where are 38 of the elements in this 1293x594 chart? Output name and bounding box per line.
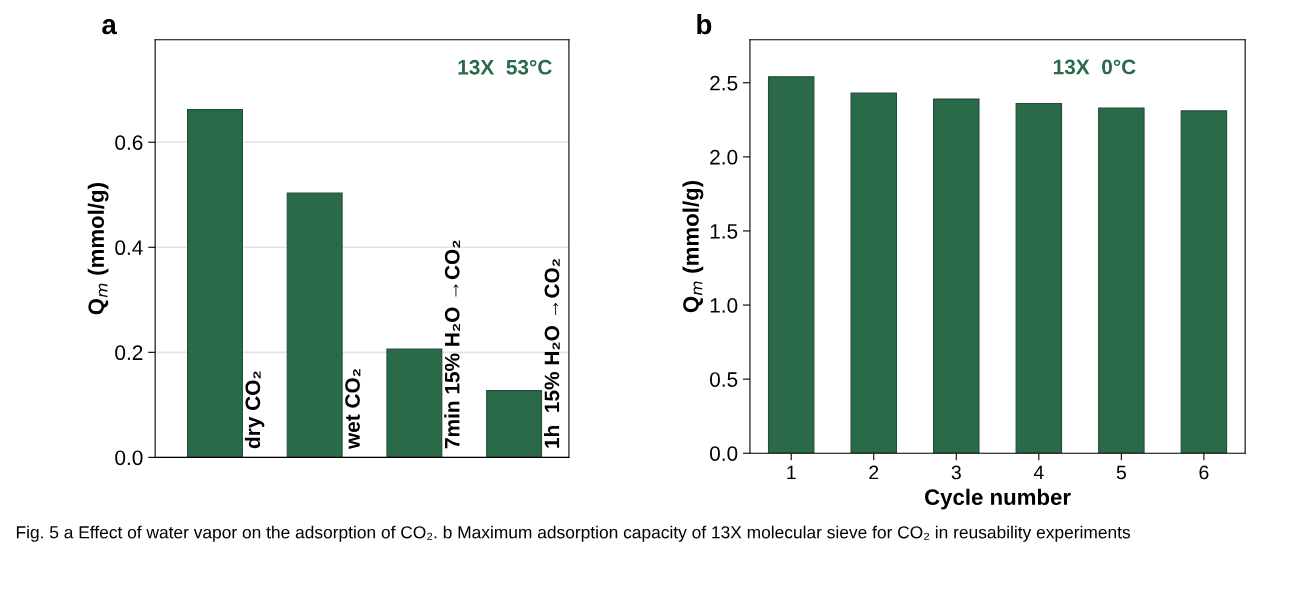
y-tick-label: 0.4: [115, 240, 143, 256]
bar: [850, 92, 897, 454]
annotation: 13X 0°C: [1053, 59, 1136, 75]
y-tick-label: 0.0: [115, 450, 143, 466]
y-tick-label: 2.0: [710, 149, 738, 165]
x-tick-label: dry CO₂: [244, 371, 265, 449]
x-tick-label: 1h 15% H₂O →CO₂: [543, 259, 560, 448]
bar: [286, 192, 343, 458]
bar: [1180, 110, 1228, 454]
y-tick-label: 2.5: [710, 75, 738, 91]
x-axis-title: Cycle number: [924, 488, 1071, 510]
y-tick-label: 1.0: [710, 298, 738, 313]
x-tick-label: 6: [1199, 465, 1209, 480]
bar: [1098, 107, 1145, 454]
chart-title: b: [697, 13, 712, 35]
x-tick-label: 3: [951, 465, 961, 480]
bar: [386, 348, 443, 458]
bar: [187, 109, 243, 458]
y-tick-label: 0.6: [115, 135, 143, 150]
x-tick-label: 7min 15% H₂O →CO₂: [444, 240, 461, 449]
x-tick-label: 2: [869, 465, 879, 480]
bar: [1015, 102, 1063, 454]
bar: [767, 76, 815, 454]
y-tick-label: 0.2: [115, 345, 143, 361]
annotation: 13X 53°C: [458, 59, 552, 75]
x-tick-label: 1: [787, 465, 796, 480]
y-tick-label: 0.5: [709, 372, 738, 387]
x-tick-label: 4: [1033, 465, 1044, 480]
chart-title: a: [102, 19, 117, 35]
y-axis-title: Q$_{m}$ (mmol/g): [682, 181, 704, 313]
caption: Fig. 5 a Effect of water vapor on the adsorption of CO₂. b Maximum adsorption capacity of 13X molecular sieve for CO₂ in reusability experiments: [16, 525, 1131, 542]
x-tick-label: wet CO₂: [345, 369, 361, 450]
bar: [933, 98, 980, 454]
y-axis-title: Q$_{m}$ (mmol/g): [87, 183, 109, 315]
y-tick-label: 1.5: [710, 224, 738, 239]
x-tick-label: 5: [1116, 465, 1126, 480]
bar: [486, 390, 543, 458]
y-tick-label: 0.0: [709, 446, 738, 461]
